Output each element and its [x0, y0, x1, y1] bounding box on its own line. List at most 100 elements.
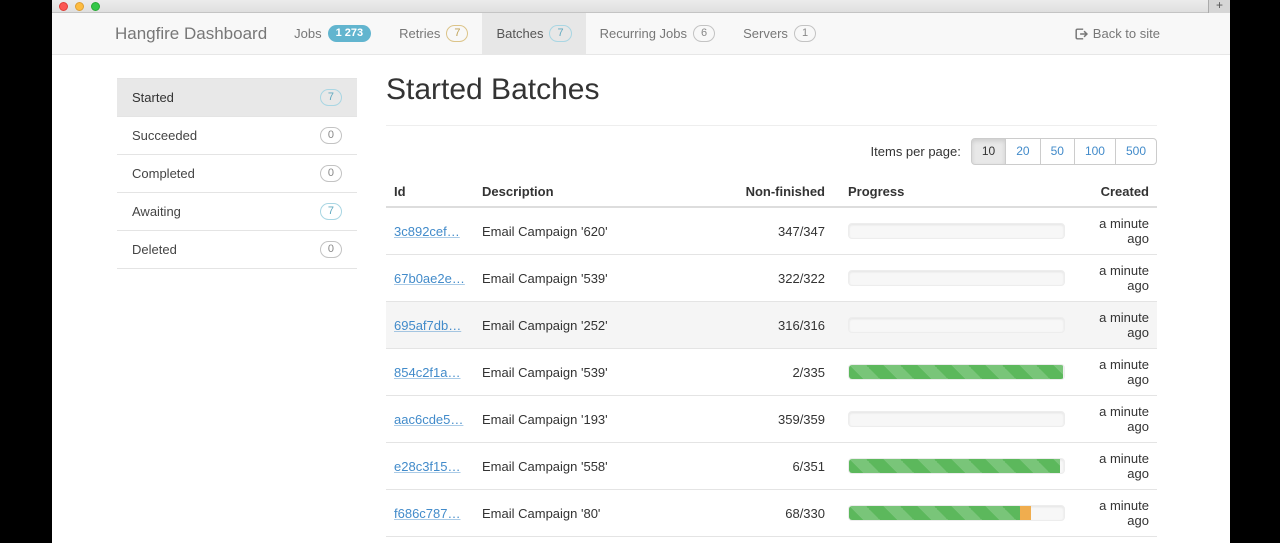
back-to-site-link[interactable]: Back to site — [1074, 13, 1160, 54]
progress-bar — [848, 223, 1065, 239]
minimize-window-button[interactable] — [75, 2, 84, 11]
batch-non-finished: 68/330 — [714, 489, 833, 537]
batch-id-link[interactable]: f686c787… — [394, 505, 461, 521]
sidebar-item-badge: 7 — [319, 203, 342, 220]
sidebar-item[interactable]: Deleted 0 — [117, 230, 357, 269]
new-tab-button[interactable]: + — [1208, 0, 1230, 13]
progress-bar — [848, 364, 1065, 380]
batch-non-finished: 347/347 — [714, 206, 833, 255]
nav-tab-label: Batches — [496, 26, 544, 41]
sidebar-item[interactable]: Succeeded 0 — [117, 116, 357, 154]
titlebar: + — [52, 0, 1230, 13]
batch-created: a minute ago — [1069, 206, 1157, 255]
batches-table: Id Description Non-finished Progress Cre… — [386, 179, 1157, 537]
nav-tab-label: Jobs — [294, 26, 322, 41]
column-header: Created — [1100, 184, 1149, 199]
batch-created: a minute ago — [1069, 254, 1157, 302]
sidebar-item[interactable]: Awaiting 7 — [117, 192, 357, 230]
batch-id-link[interactable]: 854c2f1a… — [394, 364, 461, 380]
table-row: aac6cde5… Email Campaign '193' 359/359 a… — [386, 395, 1157, 443]
nav-tab[interactable]: Retries 7 — [385, 13, 482, 54]
nav-tab[interactable]: Batches 7 — [482, 13, 586, 54]
nav-tab-badge: 1 273 — [327, 25, 372, 42]
navbar: Hangfire Dashboard Jobs 1 273 Retries 7 … — [52, 13, 1230, 55]
progress-bar — [848, 411, 1065, 427]
nav-tab-badge: 7 — [549, 25, 572, 42]
sidebar: Started 7 Succeeded 0 Completed 0 Awaiti… — [117, 78, 357, 269]
batch-id-link[interactable]: 3c892cef… — [394, 223, 460, 239]
nav-tab-badge: 6 — [693, 25, 716, 42]
content: Started 7 Succeeded 0 Completed 0 Awaiti… — [52, 55, 1230, 543]
batch-non-finished: 322/322 — [714, 254, 833, 302]
items-per-page-group: 10 20 50 100 500 — [970, 137, 1157, 166]
batch-non-finished: 359/359 — [714, 395, 833, 443]
batch-description: Email Campaign '558' — [474, 442, 714, 490]
batch-created: a minute ago — [1069, 348, 1157, 396]
sidebar-item-badge: 0 — [319, 165, 342, 182]
batch-id-link[interactable]: 695af7db… — [394, 317, 462, 333]
column-header: Id — [394, 184, 406, 199]
table-header: Id Description Non-finished Progress Cre… — [386, 179, 1157, 207]
sidebar-item-label: Completed — [132, 166, 195, 181]
batch-id-link[interactable]: 67b0ae2e… — [394, 270, 465, 286]
progress-bar — [848, 458, 1065, 474]
close-window-button[interactable] — [59, 2, 68, 11]
table-body: 3c892cef… Email Campaign '620' 347/347 a… — [386, 206, 1157, 537]
table-row: e28c3f15… Email Campaign '558' 6/351 a m… — [386, 442, 1157, 490]
batch-created: a minute ago — [1069, 442, 1157, 490]
nav-tab[interactable]: Recurring Jobs 6 — [586, 13, 730, 54]
batch-id-link[interactable]: e28c3f15… — [394, 458, 461, 474]
sidebar-item-badge: 7 — [319, 89, 342, 106]
batch-created: a minute ago — [1069, 489, 1157, 537]
fullscreen-window-button[interactable] — [91, 2, 100, 11]
batch-description: Email Campaign '539' — [474, 254, 714, 302]
column-header: Progress — [848, 184, 905, 199]
window-controls — [59, 2, 100, 11]
batch-description: Email Campaign '620' — [474, 206, 714, 255]
nav-tab-badge: 1 — [793, 25, 817, 42]
batch-created: a minute ago — [1069, 301, 1157, 349]
batch-non-finished: 6/351 — [714, 442, 833, 490]
table-row: 3c892cef… Email Campaign '620' 347/347 a… — [386, 206, 1157, 255]
page-title: Started Batches — [386, 71, 1157, 126]
progress-bar — [848, 270, 1065, 286]
batch-description: Email Campaign '252' — [474, 301, 714, 349]
sidebar-item[interactable]: Completed 0 — [117, 154, 357, 192]
nav-tab[interactable]: Jobs 1 273 — [280, 13, 385, 54]
sidebar-item-label: Deleted — [132, 242, 177, 257]
items-per-page-button[interactable]: 20 — [1005, 137, 1041, 166]
batch-description: Email Campaign '80' — [474, 489, 714, 537]
progress-bar-success — [849, 365, 1063, 379]
nav-tab-badge: 7 — [446, 25, 469, 42]
nav-tab-label: Recurring Jobs — [599, 26, 688, 41]
pagination-toolbar: Items per page: 10 20 50 100 500 — [386, 137, 1157, 166]
sidebar-item-label: Awaiting — [132, 204, 181, 219]
sign-out-icon — [1075, 27, 1088, 40]
table-row: 695af7db… Email Campaign '252' 316/316 a… — [386, 301, 1157, 349]
progress-bar-success — [849, 506, 1020, 520]
nav-tab-label: Retries — [399, 26, 441, 41]
sidebar-item-badge: 0 — [319, 127, 342, 144]
brand-link[interactable]: Hangfire Dashboard — [115, 23, 268, 43]
main-panel: Started Batches Items per page: 10 20 50… — [386, 55, 1157, 543]
nav-tabs: Jobs 1 273 Retries 7 Batches 7 Recurring… — [280, 13, 830, 54]
table-row: f686c787… Email Campaign '80' 68/330 a m… — [386, 489, 1157, 537]
sidebar-item[interactable]: Started 7 — [117, 78, 357, 116]
sidebar-item-label: Succeeded — [132, 128, 198, 143]
nav-tab[interactable]: Servers 1 — [729, 13, 830, 54]
back-to-site-label: Back to site — [1092, 26, 1160, 41]
progress-bar-processing — [1019, 506, 1031, 520]
progress-bar — [848, 505, 1065, 521]
items-per-page-button[interactable]: 10 — [970, 137, 1007, 166]
items-per-page-label: Items per page: — [870, 144, 961, 159]
batch-non-finished: 316/316 — [714, 301, 833, 349]
batch-description: Email Campaign '539' — [474, 348, 714, 396]
items-per-page-button[interactable]: 50 — [1039, 137, 1075, 166]
items-per-page-button[interactable]: 500 — [1114, 137, 1157, 166]
batch-id-link[interactable]: aac6cde5… — [394, 411, 464, 427]
sidebar-item-label: Started — [132, 90, 174, 105]
items-per-page-button[interactable]: 100 — [1073, 137, 1116, 166]
batch-non-finished: 2/335 — [714, 348, 833, 396]
table-row: 67b0ae2e… Email Campaign '539' 322/322 a… — [386, 254, 1157, 302]
table-row: 854c2f1a… Email Campaign '539' 2/335 a m… — [386, 348, 1157, 396]
